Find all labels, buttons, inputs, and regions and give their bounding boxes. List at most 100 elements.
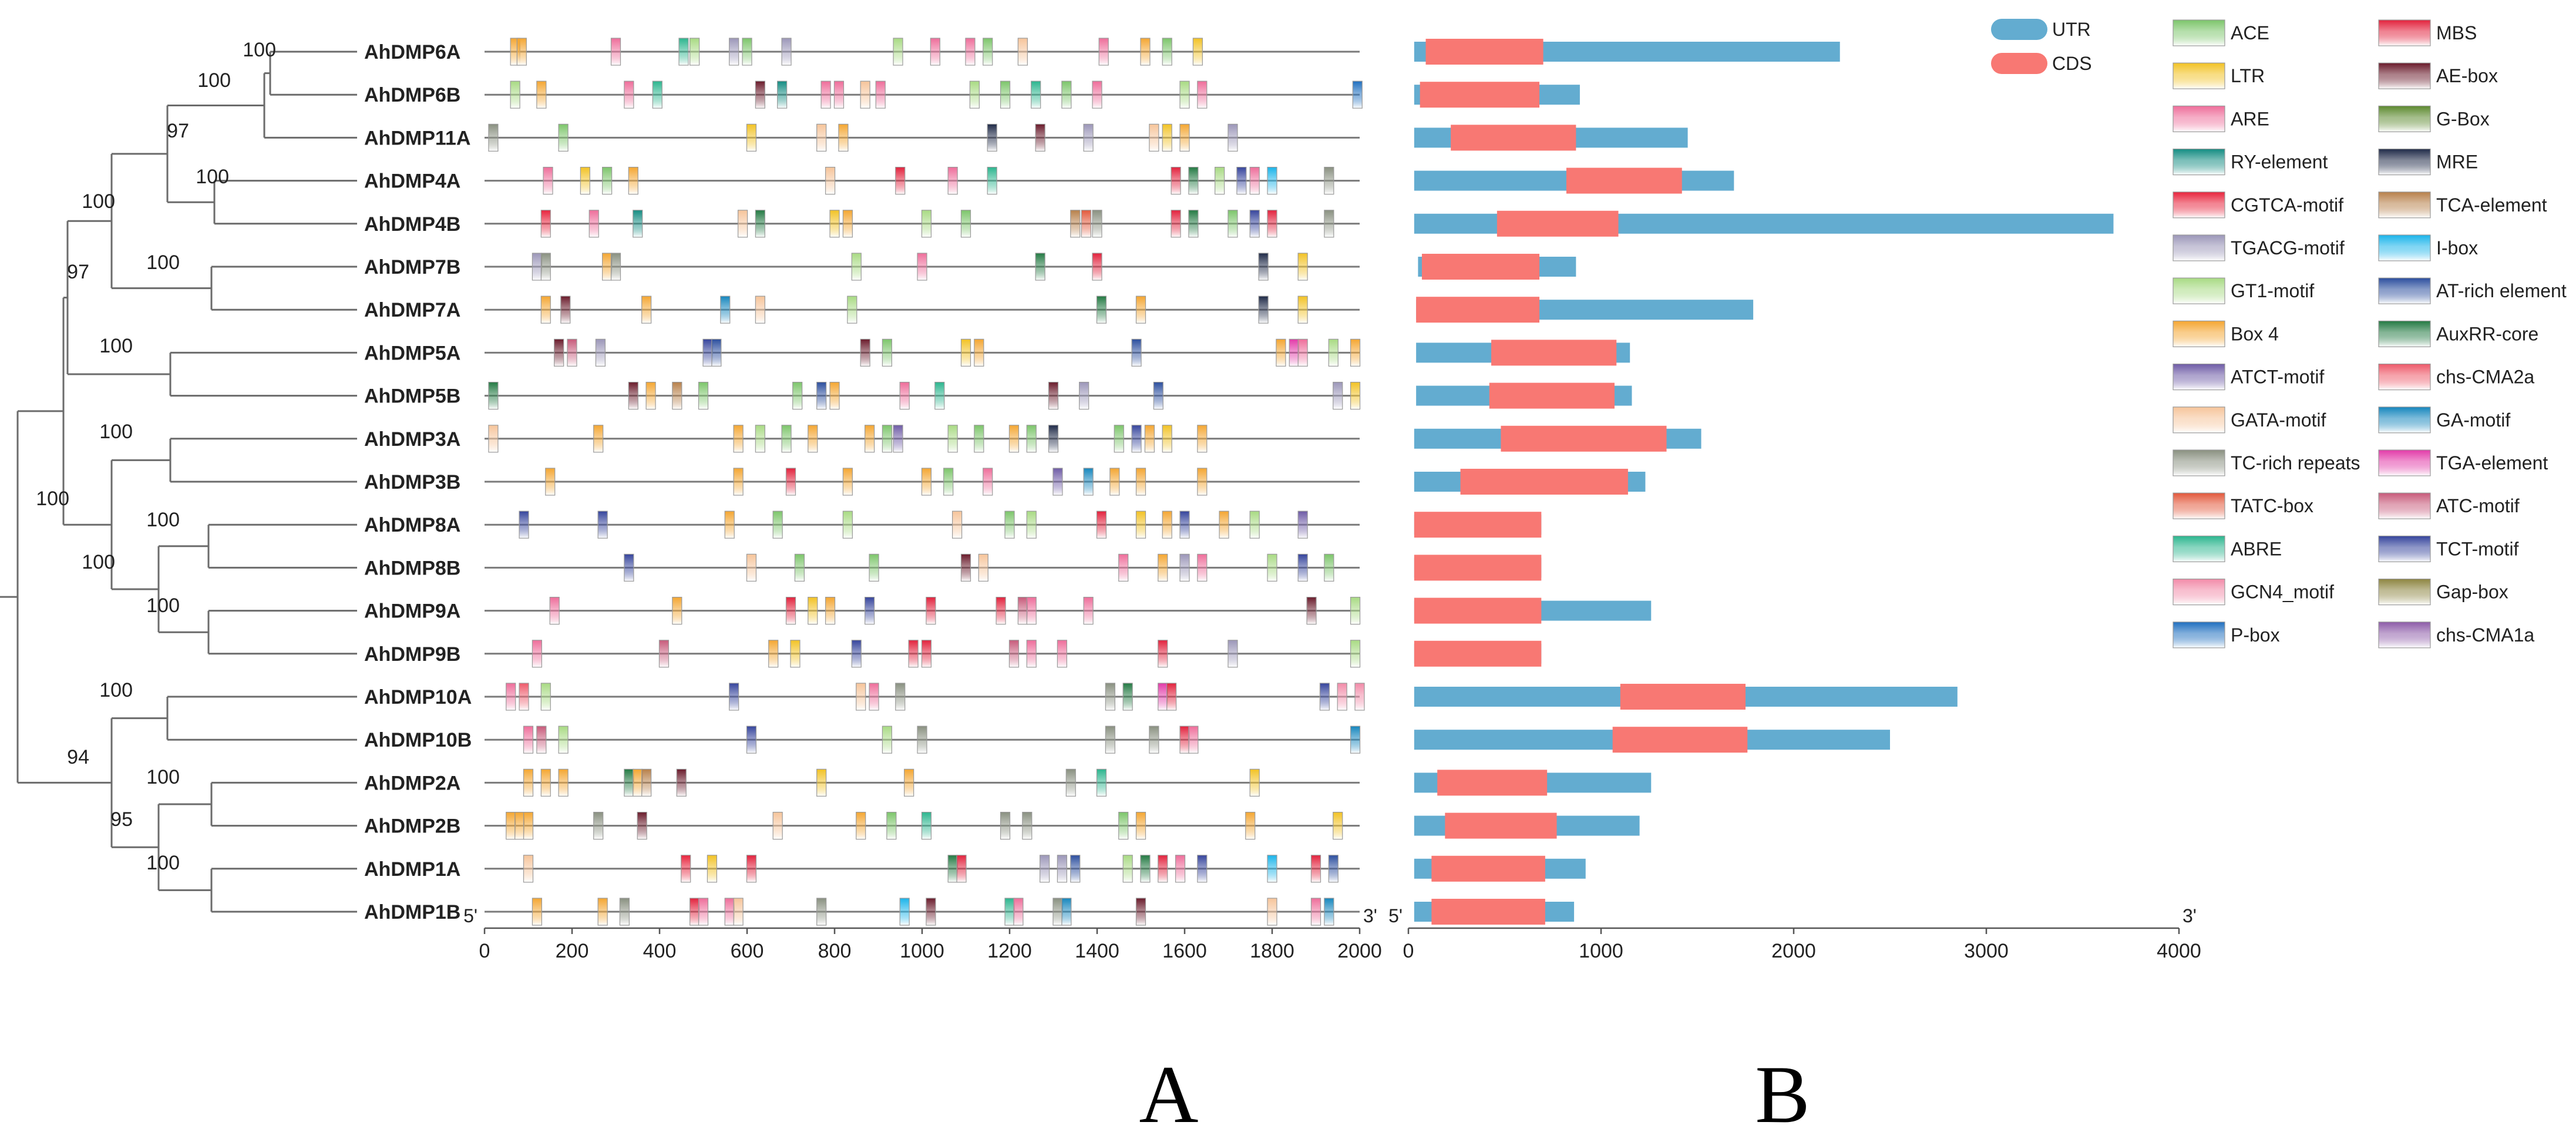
cds-bar — [1460, 469, 1628, 495]
motif-ace — [558, 123, 569, 152]
motif-box-4 — [514, 811, 525, 840]
legend-label-tgacg-motif: TGACG-motif — [2231, 237, 2345, 258]
motif-ltr — [1192, 38, 1203, 66]
panel-b-axis: 0 1000 2000 3000 4000 5' 3' — [1388, 905, 2201, 962]
motif-ltr — [808, 596, 818, 625]
motif-abre — [1096, 768, 1107, 797]
motif-gata-motif — [772, 811, 783, 840]
motif-tgacg-motif — [729, 38, 739, 66]
motif-are — [1197, 80, 1208, 109]
legend-swatch-mre — [2378, 149, 2431, 176]
motif-mbs — [1096, 510, 1107, 539]
axis-tick-label: 2000 — [1337, 940, 1382, 962]
cds-bar — [1414, 512, 1542, 538]
motif-abre — [921, 811, 932, 840]
gene-label-ahdmp7a: AhDMP7A — [364, 299, 460, 321]
cds-bar — [1489, 382, 1615, 409]
bootstrap-value: 95 — [110, 808, 133, 831]
axis-tick-label: 0 — [479, 940, 490, 962]
motif-box-4 — [829, 381, 840, 410]
gene-label-ahdmp5b: AhDMP5B — [364, 385, 460, 408]
motif-box-4 — [540, 295, 551, 324]
motif-box-4 — [768, 640, 779, 668]
motif-at-rich-element — [1328, 855, 1339, 883]
motif-ace — [886, 811, 897, 840]
motif-are — [869, 683, 879, 711]
gene-label-ahdmp1a: AhDMP1A — [364, 858, 460, 881]
motif-atct-motif — [1052, 468, 1063, 496]
legend-label-tga-element: TGA-element — [2436, 452, 2548, 473]
motif-mre — [1048, 425, 1059, 453]
motif-ltr — [1333, 811, 1343, 840]
motif-ltr — [790, 640, 801, 668]
motif-tct-motif — [1297, 553, 1308, 582]
motif-box-4 — [864, 425, 875, 453]
cds-bar — [1425, 39, 1543, 65]
legend-swatch-tga-element — [2378, 449, 2431, 476]
motif-are — [1098, 38, 1109, 66]
motif-box-4 — [672, 596, 682, 625]
motif-box-4 — [856, 811, 866, 840]
axis-end-label: 3' — [1363, 905, 1377, 926]
legend-swatch-atct-motif — [2173, 363, 2225, 391]
motif-tc-rich-repeats — [610, 253, 621, 281]
motif-box-4 — [842, 468, 853, 496]
motif-mbs — [689, 898, 700, 926]
motif-tgacg-motif — [781, 38, 792, 66]
motif-at-rich-element — [816, 381, 827, 410]
motif-ace — [882, 338, 893, 367]
cds-bar — [1620, 684, 1746, 710]
motif-ae-box — [637, 811, 647, 840]
motif-mbs — [746, 855, 757, 883]
motif-gt1-motif — [1122, 855, 1133, 883]
bootstrap-value: 100 — [99, 421, 133, 443]
motif-tc-rich-repeats — [917, 725, 927, 754]
cds-bar — [1566, 167, 1682, 194]
motif-box-4 — [545, 468, 556, 496]
bootstrap-value: 100 — [146, 766, 180, 788]
gene-label-ahdmp6a: AhDMP6A — [364, 41, 460, 63]
motif-mbs — [1267, 210, 1277, 238]
cds-bar — [1437, 770, 1548, 796]
legend-swatch-tct-motif — [2378, 535, 2431, 563]
motif-atc-motif — [536, 725, 547, 754]
motif-box-4 — [1109, 468, 1120, 496]
gene-label-ahdmp4b: AhDMP4B — [364, 213, 460, 236]
motif-are — [1297, 338, 1308, 367]
gene-label-ahdmp7b: AhDMP7B — [364, 256, 460, 278]
axis-tick-label: 200 — [556, 940, 589, 962]
motif-auxrr-core — [1188, 167, 1199, 195]
motif-box-4 — [1135, 468, 1146, 496]
legend-swatch-box-4 — [2173, 320, 2225, 348]
motif-box-4 — [1179, 123, 1190, 152]
motif-box-4 — [645, 381, 656, 410]
panel-a-axis: 0 200 400 600 800 1000 1200 1400 1600 1800 2000 5' 3… — [463, 905, 1382, 962]
motif-gt1-motif — [689, 38, 700, 66]
utr-cds-legend: UTR CDS — [1991, 19, 2092, 74]
motif-i-box — [899, 898, 910, 926]
axis-tick-label: 1000 — [900, 940, 944, 962]
cds-bar — [1416, 297, 1540, 323]
cds-bar — [1431, 855, 1545, 882]
motif-are — [549, 596, 560, 625]
gene-label-ahdmp1b: AhDMP1B — [364, 901, 460, 923]
motif-mbs — [1166, 683, 1177, 711]
motif-gata-motif — [755, 295, 765, 324]
gene-label-ahdmp11a: AhDMP11A — [364, 127, 470, 149]
motif-are — [899, 381, 910, 410]
motif-gt1-motif — [947, 425, 958, 453]
motif-mre — [1258, 295, 1269, 324]
cds-bar — [1414, 597, 1542, 624]
motif-are — [875, 80, 886, 109]
motif-auxrr-core — [624, 768, 634, 797]
motif-i-box — [1267, 855, 1277, 883]
motif-mbs — [908, 640, 919, 668]
motif-auxrr-core — [755, 210, 765, 238]
motif-ga-motif — [1061, 898, 1072, 926]
motif-ltr — [1249, 768, 1260, 797]
motif-ace — [1324, 553, 1334, 582]
motif-box-4 — [904, 768, 914, 797]
motif-gt1-motif — [1215, 167, 1225, 195]
motif-mbs — [785, 596, 796, 625]
motif-ltr — [1162, 123, 1172, 152]
